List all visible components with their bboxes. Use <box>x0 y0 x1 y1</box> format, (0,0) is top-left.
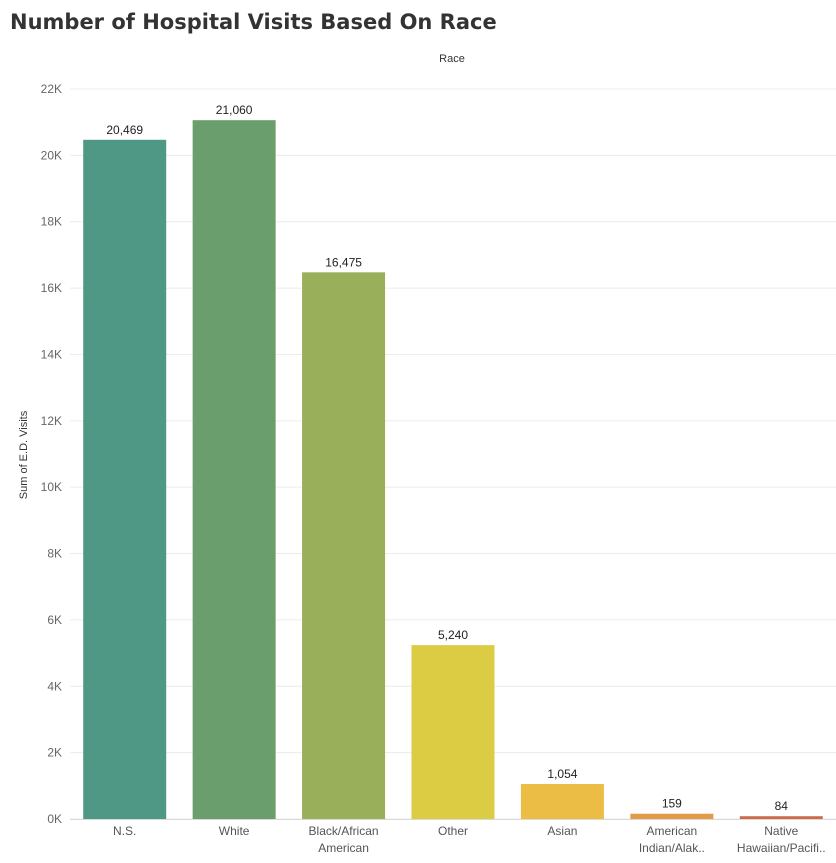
data-label: 84 <box>775 799 789 813</box>
y-tick-label: 20K <box>41 148 62 162</box>
bar <box>630 813 714 819</box>
category-label: N.S. <box>113 824 136 838</box>
y-tick-label: 10K <box>41 480 62 494</box>
y-tick-label: 4K <box>47 679 62 693</box>
bars <box>83 120 823 819</box>
data-label: 1,054 <box>547 767 577 781</box>
y-tick-label: 12K <box>41 414 62 428</box>
y-tick-label: 14K <box>41 347 62 361</box>
category-label: Native <box>764 824 798 838</box>
bar <box>192 120 276 819</box>
data-label: 16,475 <box>325 255 362 269</box>
column-header: Race <box>439 53 465 65</box>
bar <box>520 784 604 819</box>
data-label: 159 <box>662 797 682 811</box>
y-tick-label: 22K <box>41 82 62 96</box>
category-label: Indian/Alak.. <box>639 841 705 855</box>
category-label: Hawaiian/Pacifi.. <box>737 841 826 855</box>
value-labels: 20,469 21,060 16,475 5,240 1,054 159 84 <box>106 103 788 813</box>
y-tick-label: 6K <box>47 613 62 627</box>
data-label: 5,240 <box>438 628 468 642</box>
category-label: Black/African <box>309 824 379 838</box>
y-tick-label: 8K <box>47 547 62 561</box>
y-tick-label: 2K <box>47 746 62 760</box>
category-label: White <box>219 824 250 838</box>
y-tick-label: 0K <box>47 812 62 826</box>
bar <box>411 645 495 819</box>
bar <box>739 816 823 819</box>
bar <box>83 139 167 819</box>
y-axis-ticks: 0K 2K 4K 6K 8K 10K 12K 14K 16K 18K 20K 22K <box>41 82 62 826</box>
data-label: 20,469 <box>106 123 143 137</box>
category-label: American <box>647 824 698 838</box>
category-label: Other <box>438 824 468 838</box>
chart-title: Number of Hospital Visits Based On Race <box>10 10 497 34</box>
category-label: Asian <box>547 824 577 838</box>
y-tick-label: 16K <box>41 281 62 295</box>
bar <box>302 272 386 819</box>
data-label: 21,060 <box>216 103 253 117</box>
x-axis-categories: N.S. White Black/African American Other Asian… <box>113 824 826 855</box>
category-label: American <box>318 841 369 855</box>
y-axis-title: Sum of E.D. Visits <box>18 410 30 499</box>
y-tick-label: 18K <box>41 215 62 229</box>
